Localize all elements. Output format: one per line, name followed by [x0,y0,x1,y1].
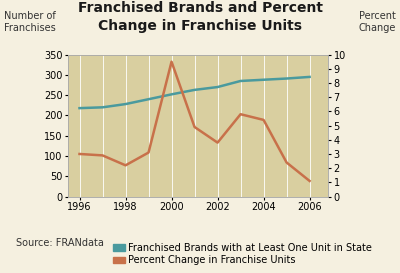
Text: Source: FRANdata: Source: FRANdata [16,238,104,248]
Legend: Franchised Brands with at Least One Unit in State, Percent Change in Franchise U: Franchised Brands with at Least One Unit… [113,243,372,265]
Text: Percent
Change: Percent Change [359,11,396,32]
Text: Number of
Franchises: Number of Franchises [4,11,56,32]
Text: Franchised Brands and Percent
Change in Franchise Units: Franchised Brands and Percent Change in … [78,1,322,33]
